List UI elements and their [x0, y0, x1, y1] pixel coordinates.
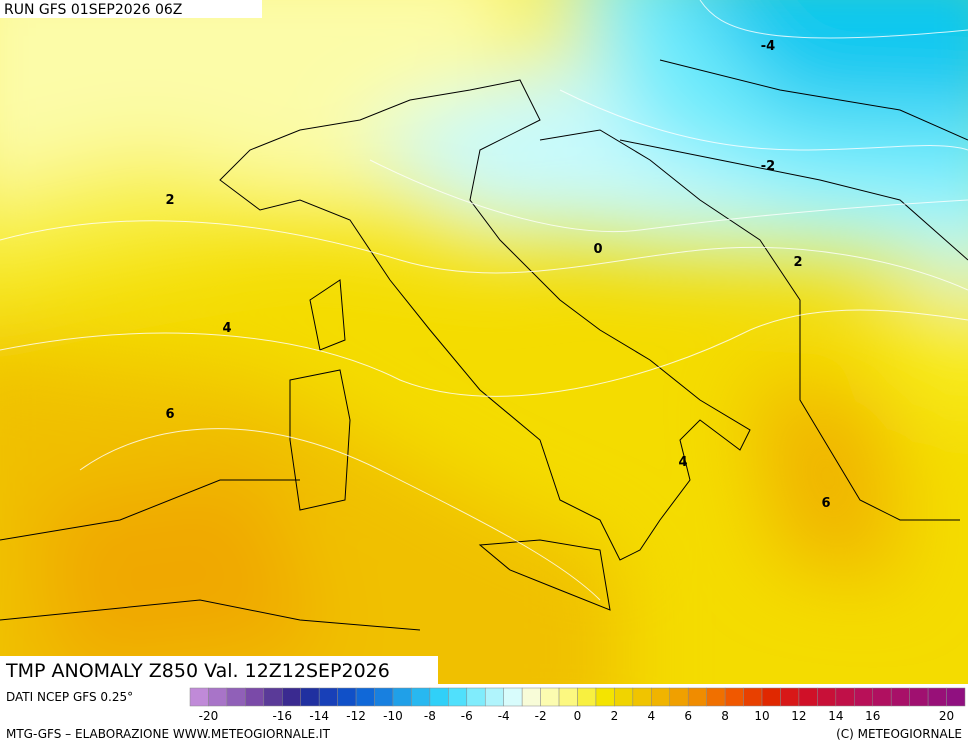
colorbar-swatch: [282, 687, 301, 707]
contour-label: 4: [678, 455, 687, 470]
colorbar-tick-label: -4: [498, 709, 510, 723]
copyright: (C) METEOGIORNALE: [836, 727, 962, 741]
colorbar-tick-label: 10: [754, 709, 769, 723]
colorbar-swatch: [263, 687, 283, 707]
contour-label: -4: [761, 39, 775, 54]
colorbar-swatch: [484, 687, 504, 707]
contour-label: 6: [165, 407, 174, 422]
colorbar-swatch: [521, 687, 541, 707]
colorbar-swatch: [466, 687, 486, 707]
colorbar-tick-label: -12: [346, 709, 366, 723]
colorbar-swatch: [817, 687, 837, 707]
contour-label: 6: [821, 496, 830, 511]
colorbar-tick-label: -14: [309, 709, 329, 723]
colorbar-swatch: [780, 687, 800, 707]
colorbar-swatch: [189, 687, 209, 707]
colorbar-tick-label: 4: [647, 709, 655, 723]
colorbar-swatch: [558, 687, 578, 707]
colorbar-tick-label: 14: [828, 709, 843, 723]
colorbar-swatch: [909, 687, 929, 707]
colorbar-swatch: [540, 687, 560, 707]
colorbar-swatch: [927, 687, 947, 707]
credit: MTG-GFS – ELABORAZIONE WWW.METEOGIORNALE…: [6, 727, 331, 741]
colorbar-tick-label: -6: [461, 709, 473, 723]
run-label: RUN GFS 01SEP2026 06Z: [4, 2, 182, 18]
contour-label: 4: [222, 321, 231, 336]
colorbar-swatch: [318, 687, 338, 707]
colorbar-swatch: [706, 687, 726, 707]
colorbar-swatch: [300, 687, 320, 707]
colorbar-swatch: [632, 687, 652, 707]
colorbar-swatch: [761, 687, 781, 707]
colorbar-swatch: [669, 687, 689, 707]
title-box: [0, 656, 438, 684]
coastlines: [0, 59, 968, 631]
colorbar-tick-label: 16: [865, 709, 880, 723]
colorbar-tick-label: 2: [611, 709, 619, 723]
colorbar-tick-label: 20: [939, 709, 954, 723]
colorbar-swatch: [577, 687, 597, 707]
colorbar-tick-label: -2: [535, 709, 547, 723]
colorbar-swatch: [687, 687, 707, 707]
colorbar-swatch: [208, 687, 228, 707]
contour-label: 0: [593, 242, 602, 257]
colorbar-swatch: [392, 687, 412, 707]
colorbar-swatch: [595, 687, 615, 707]
colorbar-swatch: [503, 687, 523, 707]
colorbar-swatch: [724, 687, 744, 707]
contour-label: 2: [165, 193, 174, 208]
colorbar-swatch: [226, 687, 246, 707]
colorbar-tick-label: -8: [424, 709, 436, 723]
source-label: DATI NCEP GFS 0.25°: [6, 690, 133, 704]
colorbar-swatch: [651, 687, 671, 707]
colorbar-swatch: [835, 687, 855, 707]
colorbar-swatch: [743, 687, 763, 707]
colorbar-swatch: [872, 687, 892, 707]
colorbar-swatch: [337, 687, 357, 707]
colorbar-tick-label: -16: [272, 709, 292, 723]
colorbar-swatch: [429, 687, 449, 707]
colorbar-swatch: [798, 687, 818, 707]
colorbar-tick-label: 0: [574, 709, 582, 723]
colorbar-swatch: [614, 687, 634, 707]
colorbar-swatch: [245, 687, 265, 707]
colorbar-swatch: [890, 687, 910, 707]
colorbar-swatch: [411, 687, 431, 707]
colorbar-tick-label: -10: [383, 709, 403, 723]
colorbar-swatch: [374, 687, 394, 707]
colorbar-tick-label: 12: [791, 709, 806, 723]
colorbar-swatch: [854, 687, 873, 707]
colorbar-swatch: [355, 687, 375, 707]
colorbar-tick-label: 6: [684, 709, 692, 723]
map-title: TMP ANOMALY Z850 Val. 12Z12SEP2026: [5, 660, 390, 682]
colorbar-swatch: [448, 687, 468, 707]
colorbar-swatch: [946, 687, 966, 707]
contour-label: -2: [761, 159, 775, 174]
colorbar-tick-label: -20: [199, 709, 219, 723]
header-box: [0, 0, 262, 18]
colorbar-tick-label: 8: [721, 709, 729, 723]
contour-label: 2: [793, 255, 802, 270]
